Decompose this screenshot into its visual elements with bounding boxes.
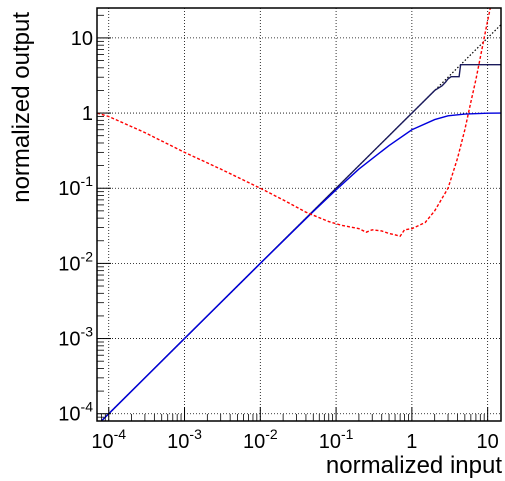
y-tick-label: 10-3 bbox=[58, 324, 93, 351]
y-tick-label: 1 bbox=[82, 103, 93, 125]
y-tick-label: 10-2 bbox=[58, 248, 93, 275]
x-tick-label: 10-3 bbox=[167, 426, 202, 453]
grid bbox=[97, 8, 501, 421]
plot-frame bbox=[96, 7, 502, 422]
series-line-3 bbox=[100, 112, 501, 421]
x-tick-label: 10-4 bbox=[91, 426, 126, 453]
x-tick-label: 10-2 bbox=[243, 426, 278, 453]
y-tick-label: 10-4 bbox=[58, 399, 93, 426]
x-tick-label: 10 bbox=[477, 431, 499, 453]
x-axis-label: normalized input bbox=[326, 452, 502, 479]
plot-area bbox=[97, 8, 501, 421]
x-tick-label: 1 bbox=[406, 431, 417, 453]
series-line-4 bbox=[97, 8, 491, 238]
y-tick-labels: 10-4 10-3 10-2 10-1 1 10 bbox=[58, 28, 93, 426]
x-tick-labels: 10-4 10-3 10-2 10-1 1 10 bbox=[91, 426, 498, 453]
y-tick-label: 10 bbox=[71, 28, 93, 50]
y-tick-label: 10-1 bbox=[58, 173, 93, 200]
x-tick-label: 10-1 bbox=[319, 426, 354, 453]
series-group bbox=[97, 8, 501, 421]
y-axis-label: normalized output bbox=[8, 12, 35, 203]
ticks bbox=[96, 14, 489, 421]
